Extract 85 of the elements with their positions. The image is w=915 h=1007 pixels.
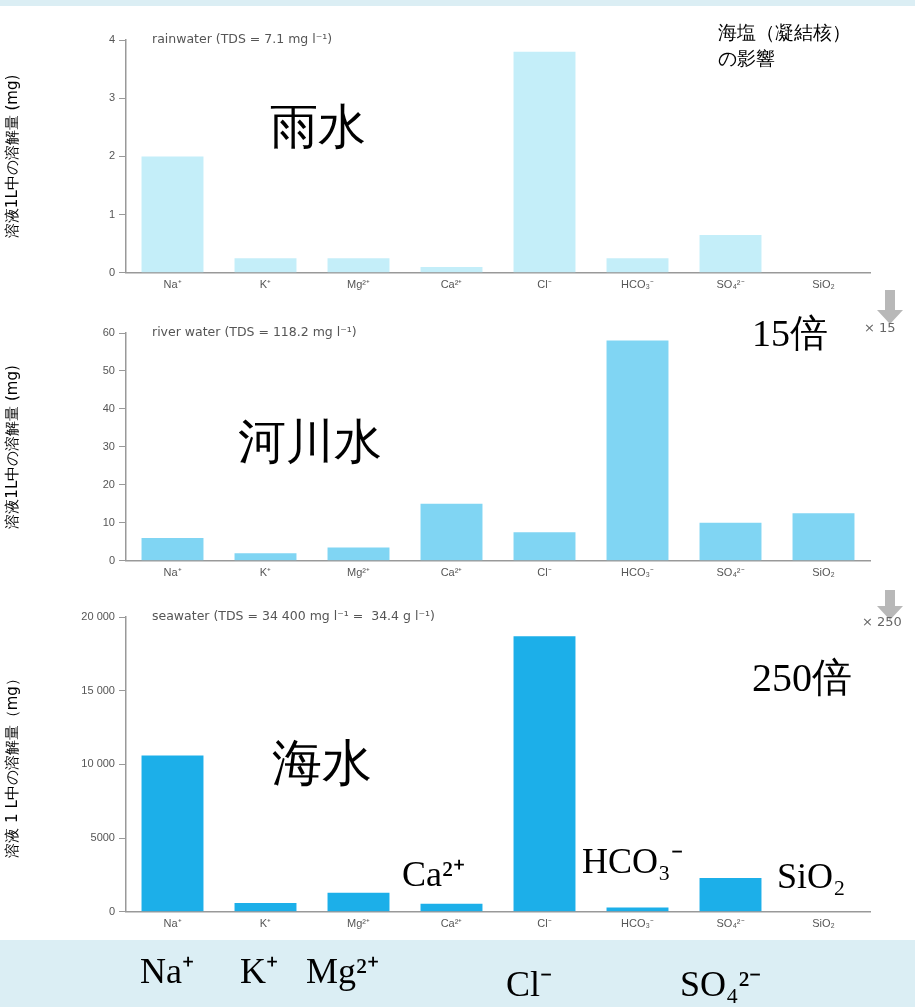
y-tick-label: 5000 — [90, 831, 115, 844]
x-tick-label: K⁺ — [259, 278, 272, 291]
x-tick-label: SiO₂ — [812, 278, 835, 291]
y-tick-label: 10 000 — [81, 757, 115, 770]
y-tick-label: 2 — [108, 149, 115, 162]
chart-title: rainwater (TDS = 7.1 mg l⁻¹) — [152, 31, 333, 47]
y-axis-title: 溶液1L中の溶解量 (mg) — [2, 365, 21, 529]
y-axis-title: 溶液 1 L中の溶解量（mg） — [2, 671, 21, 858]
annotation: 河川水 — [238, 412, 382, 471]
text: Na⁺ — [140, 950, 194, 993]
bar — [234, 553, 297, 561]
bar — [141, 755, 204, 912]
y-tick-label: 50 — [102, 364, 115, 376]
annotation: SiO₂ — [777, 855, 846, 897]
y-tick-label: 30 — [102, 439, 115, 452]
y-tick-label: 20 — [102, 477, 115, 490]
x-tick-label: Mg²⁺ — [347, 917, 370, 930]
bar — [606, 258, 669, 273]
annotation: × 250 — [862, 614, 902, 629]
x-tick-label: Ca²⁺ — [440, 917, 463, 930]
x-tick-label: HCO₃⁻ — [621, 278, 654, 291]
y-tick-label: 60 — [102, 326, 115, 339]
bar — [513, 51, 576, 273]
bar — [234, 902, 297, 912]
bar — [141, 156, 204, 273]
bar — [420, 503, 483, 561]
y-tick-label: 0 — [108, 553, 115, 566]
x-tick-label: Mg²⁺ — [347, 278, 370, 291]
bar — [606, 907, 669, 912]
x-tick-label: SiO₂ — [812, 917, 835, 930]
y-tick-label: 0 — [108, 265, 115, 278]
annotation: 250倍 — [752, 654, 852, 702]
text: Cl⁻ — [506, 963, 553, 1006]
bar — [699, 522, 762, 561]
x-tick-label: HCO₃⁻ — [621, 566, 654, 579]
text: SO₄²⁻ — [680, 963, 762, 1006]
y-tick-label: 10 — [102, 515, 115, 528]
x-tick-label: SO₄²⁻ — [716, 917, 745, 930]
bar — [327, 258, 390, 273]
bar — [327, 892, 390, 912]
x-tick-label: Cl⁻ — [537, 278, 552, 291]
x-tick-label: Cl⁻ — [537, 566, 552, 579]
x-tick-label: K⁺ — [259, 917, 272, 930]
y-tick-label: 40 — [102, 401, 115, 414]
chart-title: seawater (TDS = 34 400 mg l⁻¹ = 34.4 g l⁻¹) — [152, 608, 435, 624]
bar — [327, 547, 390, 561]
x-tick-label: Na⁺ — [163, 566, 182, 579]
annotation: HCO₃⁻ — [582, 840, 683, 883]
y-tick-label: 3 — [108, 91, 115, 104]
bar — [513, 636, 576, 912]
x-tick-label: Na⁺ — [163, 278, 182, 291]
text: K⁺ — [240, 950, 278, 993]
y-tick-label: 0 — [108, 904, 115, 917]
annotation: 雨水 — [270, 97, 366, 156]
annotation: 海塩（凝結核）の影響 — [718, 20, 852, 71]
x-tick-label: HCO₃⁻ — [621, 917, 654, 930]
bar — [420, 266, 483, 273]
annotation: Ca²⁺ — [402, 853, 465, 896]
x-tick-label: Ca²⁺ — [440, 566, 463, 579]
bar — [420, 903, 483, 912]
bar — [141, 538, 204, 561]
chart-title: river water (TDS = 118.2 mg l⁻¹) — [152, 324, 357, 340]
y-tick-label: 15 000 — [81, 683, 115, 696]
y-tick-label: 20 000 — [81, 610, 115, 623]
bar — [513, 532, 576, 561]
bar — [234, 258, 297, 273]
bar — [699, 234, 762, 273]
y-tick-label: 1 — [108, 207, 115, 220]
x-tick-label: SO₄²⁻ — [716, 566, 745, 579]
y-axis-title: 溶液1L中の溶解量 (mg) — [2, 74, 21, 239]
x-tick-label: Ca²⁺ — [440, 278, 463, 291]
bar — [699, 877, 762, 912]
x-tick-label: K⁺ — [259, 566, 272, 579]
bar — [606, 340, 669, 561]
annotation: 15倍 — [752, 311, 828, 356]
text: Mg²⁺ — [306, 950, 379, 993]
x-tick-label: SO₄²⁻ — [716, 278, 745, 291]
y-tick-label: 4 — [108, 33, 115, 46]
x-tick-label: Cl⁻ — [537, 917, 552, 930]
bar — [792, 513, 855, 561]
annotation: 海水 — [272, 733, 372, 794]
x-tick-label: Na⁺ — [163, 917, 182, 930]
annotation: × 15 — [864, 320, 896, 335]
x-tick-label: SiO₂ — [812, 566, 835, 579]
x-tick-label: Mg²⁺ — [347, 566, 370, 579]
